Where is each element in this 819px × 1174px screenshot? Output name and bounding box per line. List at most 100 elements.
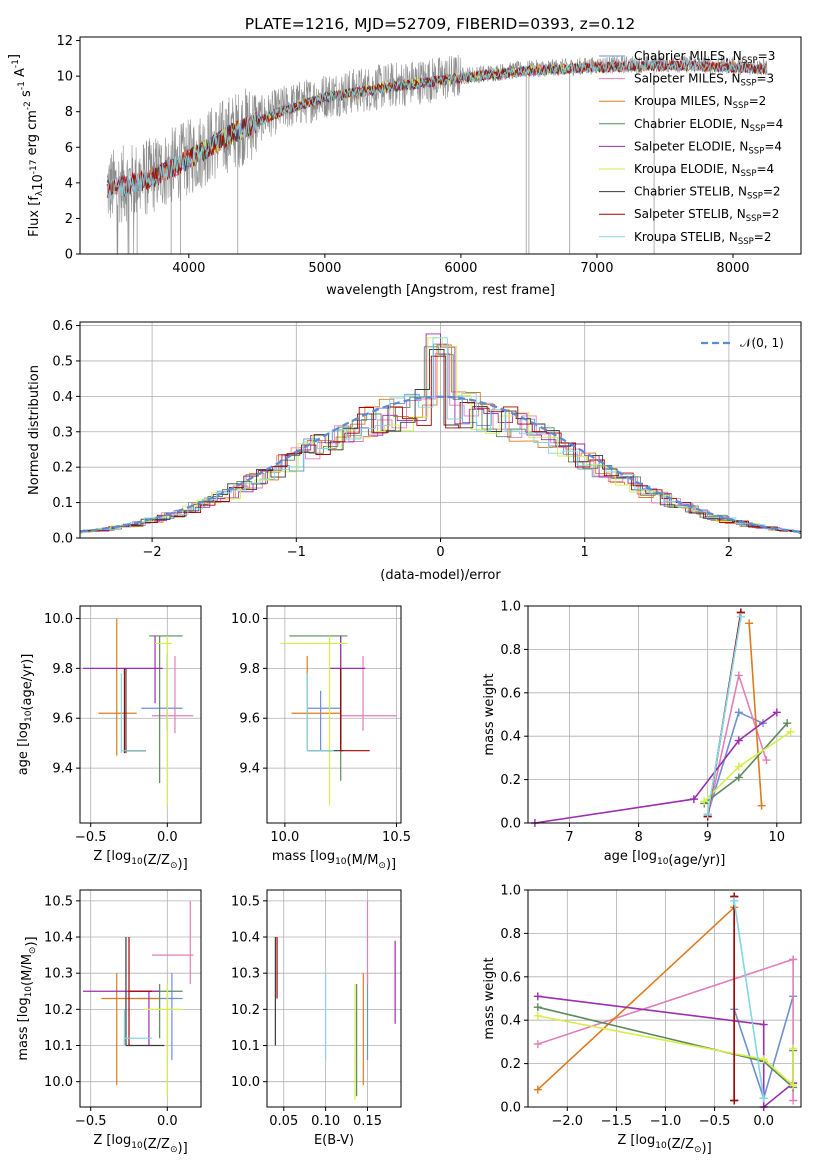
- histogram-ylabel: Normed distribution: [27, 365, 42, 495]
- y-tick-label: 0.6: [500, 970, 521, 985]
- spectrum-ylabel-group: Flux [fλ10-17 erg cm-2 s-1 A-1]: [7, 54, 46, 237]
- errorbar-salpeter-elodie: [330, 636, 366, 743]
- legend-entry: Salpeter STELIB, NSSP=2: [634, 207, 779, 224]
- y-tick-label: 10.2: [44, 1003, 73, 1018]
- errorbar-salpeter-miles: [152, 901, 193, 984]
- histogram-chabrier-elodie: [64, 347, 819, 534]
- x-tick-label: 0.10: [311, 1114, 340, 1129]
- x-tick-label: 0: [436, 545, 444, 560]
- mass-weight-vs-age-xlabel: age [log10(age/yr)]: [604, 849, 726, 868]
- series-salpeter-elodie: [531, 708, 781, 827]
- x-tick-label: 9: [704, 830, 712, 845]
- mass-weight-vs-age-ylabel: mass weight: [482, 673, 497, 755]
- age-vs-mass-xlabel: mass [log10(M/M⊙)]: [272, 849, 396, 872]
- errorbar-salpeter-elodie: [83, 636, 163, 703]
- x-tick-label: 4000: [172, 261, 205, 276]
- series-kroupa-miles: [534, 903, 738, 1093]
- histogram-kroupa-elodie: [67, 338, 817, 534]
- series-marker: [789, 1096, 797, 1104]
- y-tick-label: 0.6: [52, 319, 73, 334]
- age-vs-mass-frame: [267, 606, 401, 823]
- mass-weight-vs-Z-ylabel: mass weight: [482, 957, 497, 1039]
- legend-entry: Chabrier ELODIE, NSSP=4: [634, 117, 783, 134]
- age-vs-Z-points: [83, 618, 193, 805]
- mass-vs-Z-points: [83, 901, 193, 1096]
- y-tick-label: 0.1: [52, 496, 73, 511]
- y-tick-label: 0.0: [52, 532, 73, 547]
- errorbar-kroupa-miles: [292, 656, 341, 751]
- y-tick-label: 0.2: [52, 461, 73, 476]
- series-marker: [758, 802, 766, 810]
- errorbar-chabrier-stelib: [126, 668, 146, 753]
- series-marker: [534, 1012, 542, 1020]
- y-tick-label: 10.5: [44, 894, 73, 909]
- series-marker: [762, 756, 770, 764]
- y-tick-label: 0.3: [52, 425, 73, 440]
- y-tick-label: 10.0: [231, 612, 260, 627]
- y-tick-label: 0.4: [500, 1014, 521, 1029]
- x-tick-label: 6000: [444, 261, 477, 276]
- x-tick-label: 10.5: [382, 830, 411, 845]
- spectrum-xlabel: wavelength [Angstrom, rest frame]: [326, 283, 555, 298]
- y-tick-label: 0.0: [500, 1101, 521, 1116]
- series-kroupa-stelib: [730, 897, 767, 1102]
- y-tick-label: 12: [56, 34, 73, 49]
- series-chabrier-miles: [704, 708, 767, 818]
- histogram-chabrier-miles: [59, 344, 819, 533]
- x-tick-label: −2.0: [551, 1114, 583, 1129]
- mass-vs-EBV-xlabel: E(B-V): [314, 1133, 354, 1148]
- x-tick-label: 2: [725, 545, 733, 560]
- y-tick-label: 2: [65, 212, 73, 227]
- x-tick-label: 0.0: [157, 830, 178, 845]
- mass-weight-vs-Z-xlabel: Z [log10(Z/Z⊙)]: [617, 1133, 711, 1156]
- age-vs-mass-points: [280, 636, 396, 806]
- series-kroupa-miles: [745, 619, 765, 809]
- errorbar-chabrier-elodie: [149, 636, 183, 783]
- x-tick-label: −1.0: [650, 1114, 682, 1129]
- y-tick-label: 0.0: [500, 817, 521, 832]
- mass-vs-Z-ylabel-group: mass [log10(M/M⊙)]: [16, 936, 39, 1060]
- y-tick-label: 0.2: [500, 773, 521, 788]
- y-tick-label: 9.6: [52, 712, 73, 727]
- x-tick-label: 0.0: [753, 1114, 774, 1129]
- series-line: [708, 617, 741, 814]
- age-vs-Z-ylabel-group: age [log10(age/yr)]: [16, 654, 35, 776]
- y-tick-label: 0.5: [52, 354, 73, 369]
- y-tick-label: 10.2: [231, 1003, 260, 1018]
- histogram-data: [59, 334, 819, 534]
- y-tick-label: 0.4: [52, 390, 73, 405]
- age-vs-Z-ylabel: age [log10(age/yr)]: [16, 654, 35, 776]
- errorbar-chabrier-stelib: [307, 668, 343, 750]
- errorbar-salpeter-elodie: [83, 991, 160, 1045]
- mass-vs-Z-xlabel: Z [log10(Z/Z⊙)]: [93, 1133, 187, 1156]
- mass-vs-EBV-frame: [267, 890, 401, 1107]
- y-tick-label: 10.1: [44, 1039, 73, 1054]
- errorbar-salpeter-miles: [341, 656, 397, 731]
- y-tick-label: 10.3: [231, 967, 260, 982]
- x-tick-label: 7000: [580, 261, 613, 276]
- series-line: [734, 901, 764, 1098]
- series-marker: [745, 619, 753, 627]
- histogram-chabrier-stelib: [69, 350, 819, 534]
- legend-entry: Chabrier STELIB, NSSP=2: [634, 185, 781, 202]
- y-tick-label: 9.4: [239, 762, 260, 777]
- y-tick-label: 10.0: [44, 612, 73, 627]
- errorbar-chabrier-miles: [141, 653, 182, 730]
- y-tick-label: 10.3: [44, 967, 73, 982]
- mass-vs-Z-ylabel: mass [log10(M/M⊙)]: [16, 936, 39, 1060]
- errorbar-kroupa-elodie: [155, 636, 172, 806]
- y-tick-label: 0.8: [500, 643, 521, 658]
- y-tick-label: 9.8: [52, 662, 73, 677]
- legend-entry: Kroupa STELIB, NSSP=2: [634, 230, 772, 247]
- errorbar-kroupa-elodie: [280, 636, 347, 806]
- y-tick-label: 0.6: [500, 686, 521, 701]
- mass-weight-vs-age-series: [531, 609, 795, 827]
- series-marker: [534, 1040, 542, 1048]
- errorbar-salpeter-stelib: [124, 668, 145, 753]
- y-tick-label: 1.0: [500, 884, 521, 899]
- x-tick-label: 0.15: [353, 1114, 382, 1129]
- errorbar-kroupa-miles: [98, 618, 136, 755]
- y-tick-label: 9.8: [239, 662, 260, 677]
